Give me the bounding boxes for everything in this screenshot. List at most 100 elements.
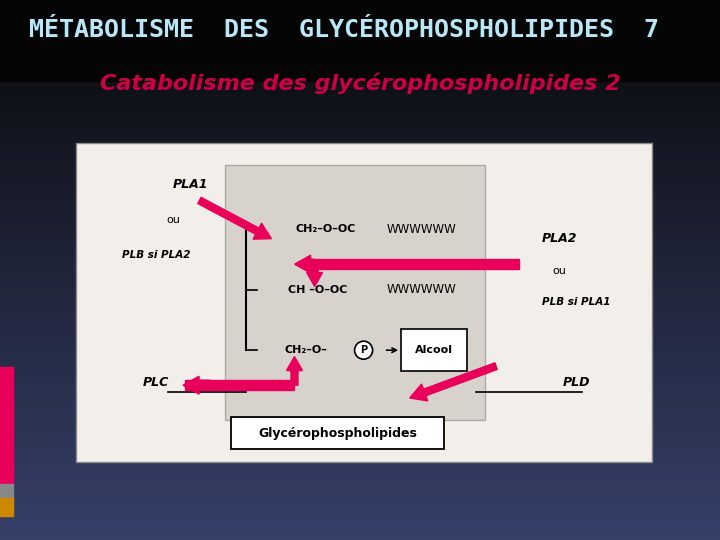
Bar bbox=[0, 211, 720, 216]
Bar bbox=[0, 464, 720, 470]
Bar bbox=[0, 475, 720, 481]
Bar bbox=[0, 286, 720, 292]
Bar bbox=[0, 216, 720, 221]
Text: PLB si PLA2: PLB si PLA2 bbox=[122, 249, 191, 260]
Bar bbox=[0, 513, 720, 518]
Bar bbox=[0, 200, 720, 205]
Bar bbox=[0, 81, 720, 86]
Bar bbox=[0, 32, 720, 38]
FancyArrow shape bbox=[410, 363, 498, 401]
Text: WWWWWW: WWWWWW bbox=[387, 222, 456, 235]
Bar bbox=[0, 221, 720, 227]
Bar bbox=[0, 292, 720, 297]
Bar bbox=[0, 448, 720, 454]
Bar bbox=[0, 173, 720, 178]
Bar bbox=[0, 470, 720, 475]
Bar bbox=[0, 367, 13, 486]
Bar bbox=[0, 405, 720, 410]
Bar bbox=[0, 167, 720, 173]
Bar bbox=[0, 502, 720, 508]
Bar bbox=[0, 356, 720, 362]
FancyArrow shape bbox=[294, 255, 315, 273]
Text: Alcool: Alcool bbox=[415, 345, 453, 355]
Bar bbox=[0, 351, 720, 356]
FancyArrow shape bbox=[198, 197, 271, 239]
Bar bbox=[0, 194, 720, 200]
Text: Glycérophospholipides: Glycérophospholipides bbox=[258, 427, 417, 440]
Bar bbox=[0, 313, 720, 319]
Text: ou: ou bbox=[166, 214, 181, 225]
Bar bbox=[0, 157, 720, 162]
Bar bbox=[0, 383, 720, 389]
Text: MÉTABOLISME  DES  GLYCÉROPHOSPHOLIPIDES  7: MÉTABOLISME DES GLYCÉROPHOSPHOLIPIDES 7 bbox=[29, 18, 659, 42]
Bar bbox=[0, 432, 720, 437]
Bar bbox=[0, 498, 13, 516]
Bar bbox=[0, 346, 720, 351]
Bar bbox=[0, 135, 720, 140]
Bar bbox=[0, 70, 720, 76]
Bar bbox=[0, 297, 720, 302]
Bar bbox=[0, 410, 720, 416]
Bar bbox=[0, 0, 720, 5]
Bar bbox=[0, 59, 720, 65]
Text: ou: ou bbox=[552, 266, 567, 275]
Bar bbox=[231, 417, 444, 449]
Text: CH –O–OC: CH –O–OC bbox=[288, 285, 347, 295]
Bar bbox=[0, 146, 720, 151]
Bar bbox=[0, 43, 720, 49]
Bar bbox=[0, 497, 720, 502]
Bar bbox=[0, 0, 720, 81]
Bar bbox=[0, 178, 720, 184]
Bar bbox=[0, 454, 720, 459]
Bar bbox=[0, 427, 720, 432]
Text: PLB si PLA1: PLB si PLA1 bbox=[542, 298, 611, 307]
Bar bbox=[0, 184, 720, 189]
Bar bbox=[0, 486, 720, 491]
Bar bbox=[0, 254, 720, 259]
Bar bbox=[0, 140, 720, 146]
Text: P: P bbox=[360, 345, 367, 355]
Bar bbox=[0, 86, 720, 92]
Bar bbox=[0, 108, 720, 113]
Bar bbox=[0, 49, 720, 54]
Bar bbox=[0, 508, 720, 513]
Bar bbox=[0, 11, 720, 16]
Bar bbox=[0, 124, 720, 130]
Bar bbox=[0, 459, 720, 464]
Bar bbox=[0, 275, 720, 281]
Bar bbox=[0, 389, 720, 394]
Bar bbox=[0, 103, 720, 108]
Bar bbox=[401, 329, 467, 371]
Bar bbox=[0, 130, 720, 135]
FancyArrow shape bbox=[307, 264, 323, 286]
Bar bbox=[0, 92, 720, 97]
Text: CH₂–O–: CH₂–O– bbox=[284, 345, 328, 355]
Bar bbox=[0, 400, 720, 405]
Bar bbox=[0, 281, 720, 286]
Bar bbox=[0, 335, 720, 340]
Bar bbox=[0, 373, 720, 378]
Bar bbox=[0, 437, 720, 443]
Bar bbox=[76, 143, 652, 462]
Bar bbox=[0, 524, 720, 529]
Text: PLA1: PLA1 bbox=[173, 178, 209, 191]
Bar bbox=[0, 378, 720, 383]
Bar bbox=[0, 367, 720, 373]
Text: WWWWWW: WWWWWW bbox=[387, 283, 456, 296]
Bar bbox=[0, 27, 720, 32]
Bar bbox=[315, 259, 519, 269]
Bar bbox=[0, 76, 720, 81]
Bar bbox=[0, 421, 720, 427]
Bar bbox=[0, 151, 720, 157]
Bar bbox=[0, 113, 720, 119]
Text: CH₂–O–OC: CH₂–O–OC bbox=[296, 224, 356, 234]
Bar bbox=[0, 5, 720, 11]
Bar bbox=[0, 308, 720, 313]
Bar bbox=[0, 535, 720, 540]
Bar bbox=[0, 518, 720, 524]
Bar bbox=[0, 302, 720, 308]
FancyArrow shape bbox=[183, 376, 210, 394]
Bar bbox=[185, 380, 294, 390]
Bar bbox=[0, 319, 720, 324]
Bar bbox=[0, 205, 720, 211]
